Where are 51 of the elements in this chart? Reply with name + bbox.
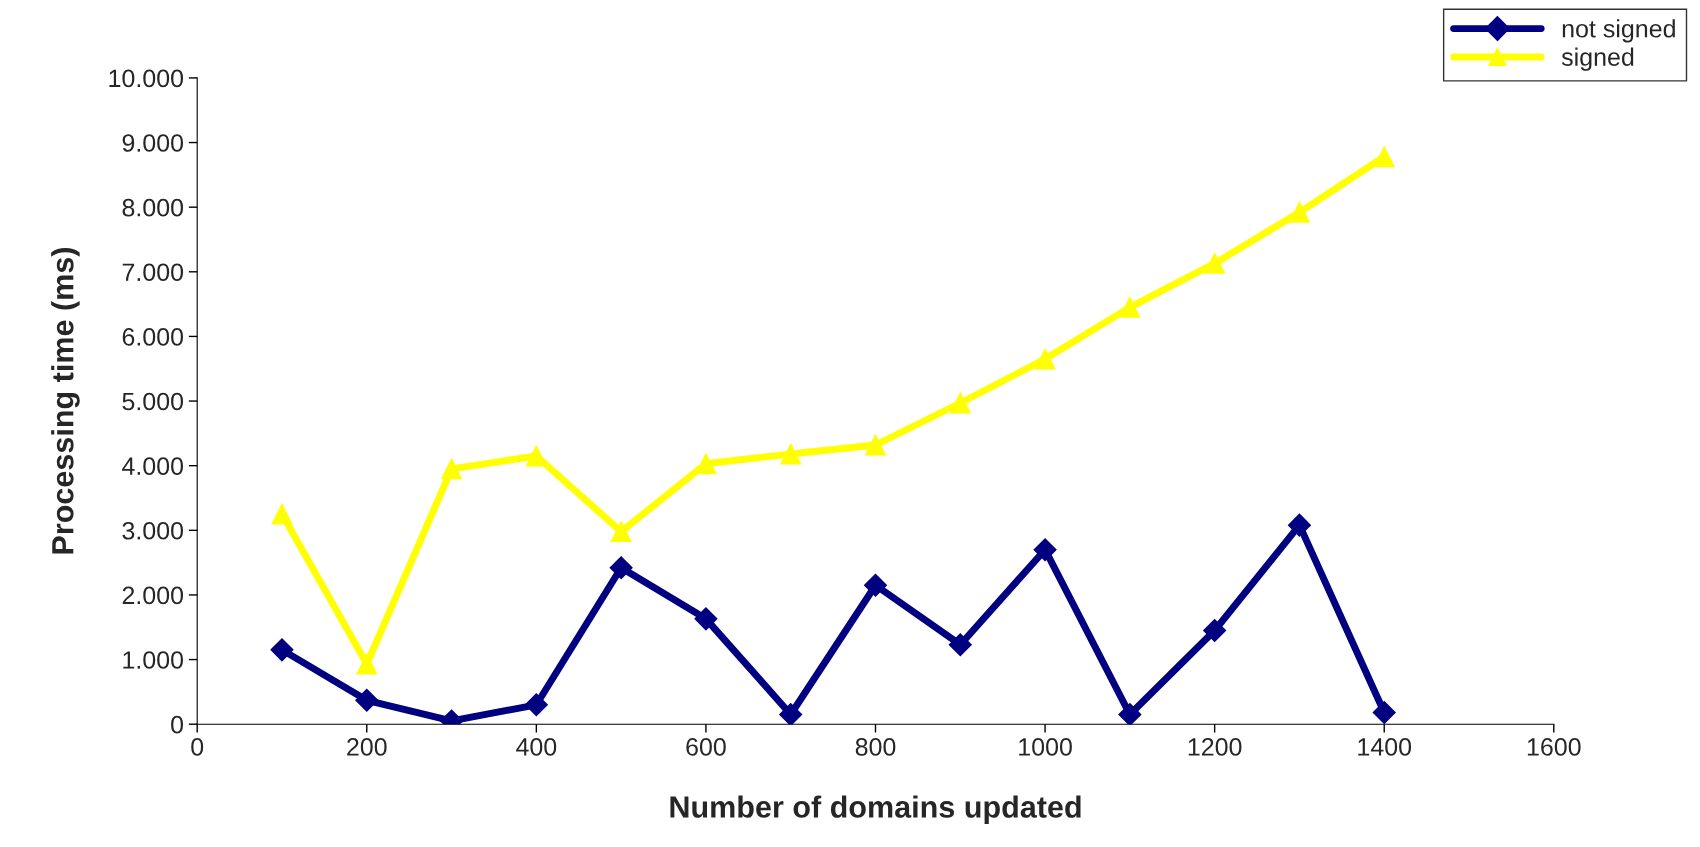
- y-tick-label: 10.000: [109, 69, 184, 88]
- point: [271, 503, 293, 525]
- point: [948, 633, 972, 657]
- point: [1034, 348, 1056, 370]
- point: [949, 392, 971, 414]
- point: [695, 453, 717, 475]
- y-tick-label: 2.000: [122, 586, 184, 605]
- point: [441, 458, 462, 480]
- point: [779, 702, 803, 725]
- x-tick-label: 1600: [1527, 738, 1581, 756]
- x-axis-title: Number of domains updated: [670, 795, 1081, 824]
- y-tick-label: 9.000: [122, 134, 184, 152]
- point: [694, 607, 718, 631]
- x-tick-label: 200: [347, 738, 387, 756]
- point: [356, 653, 378, 675]
- point: [609, 556, 633, 580]
- point: [1373, 146, 1395, 168]
- x-tick-label: 400: [516, 738, 557, 756]
- point: [525, 445, 547, 467]
- point: [865, 434, 886, 456]
- point: [864, 573, 887, 597]
- point: [610, 521, 632, 543]
- y-tick-label: 0: [171, 715, 184, 734]
- point: [355, 688, 379, 712]
- point: [1118, 702, 1142, 725]
- x-tick-label: 600: [686, 738, 726, 756]
- point: [1372, 701, 1396, 725]
- legend-label: not signed: [1562, 19, 1675, 43]
- x-tick-label: 0: [191, 738, 204, 756]
- point: [270, 638, 294, 662]
- point: [1119, 296, 1141, 318]
- y-tick-label: 6.000: [122, 328, 184, 346]
- point: [780, 443, 802, 465]
- y-axis-title: Processing time (ms): [51, 248, 80, 554]
- y-tick-label: 4.000: [122, 457, 184, 475]
- y-tick-label: 3.000: [122, 521, 184, 540]
- legend-label: signed: [1561, 47, 1634, 71]
- point: [524, 693, 548, 717]
- point: [1033, 538, 1057, 562]
- y-tick-label: 5.000: [122, 392, 184, 411]
- x-tick-label: 1000: [1019, 738, 1072, 756]
- point: [1204, 252, 1226, 274]
- point: [1287, 513, 1311, 537]
- y-tick-label: 1.000: [123, 651, 184, 669]
- y-tick-label: 7.000: [122, 263, 184, 282]
- x-tick-label: 1200: [1188, 738, 1242, 756]
- x-tick-label: 1400: [1358, 738, 1412, 756]
- point: [1289, 201, 1310, 223]
- y-tick-label: 8.000: [122, 198, 184, 217]
- point: [1203, 618, 1227, 642]
- x-tick-label: 800: [855, 738, 896, 756]
